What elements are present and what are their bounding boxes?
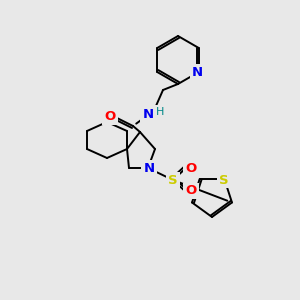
Text: N: N [143, 161, 155, 175]
Text: H: H [156, 107, 164, 117]
Text: O: O [185, 184, 197, 197]
Text: O: O [185, 163, 197, 176]
Text: N: N [192, 65, 203, 79]
Text: O: O [104, 110, 116, 124]
Text: S: S [218, 173, 228, 187]
Text: N: N [142, 109, 154, 122]
Text: S: S [168, 173, 178, 187]
